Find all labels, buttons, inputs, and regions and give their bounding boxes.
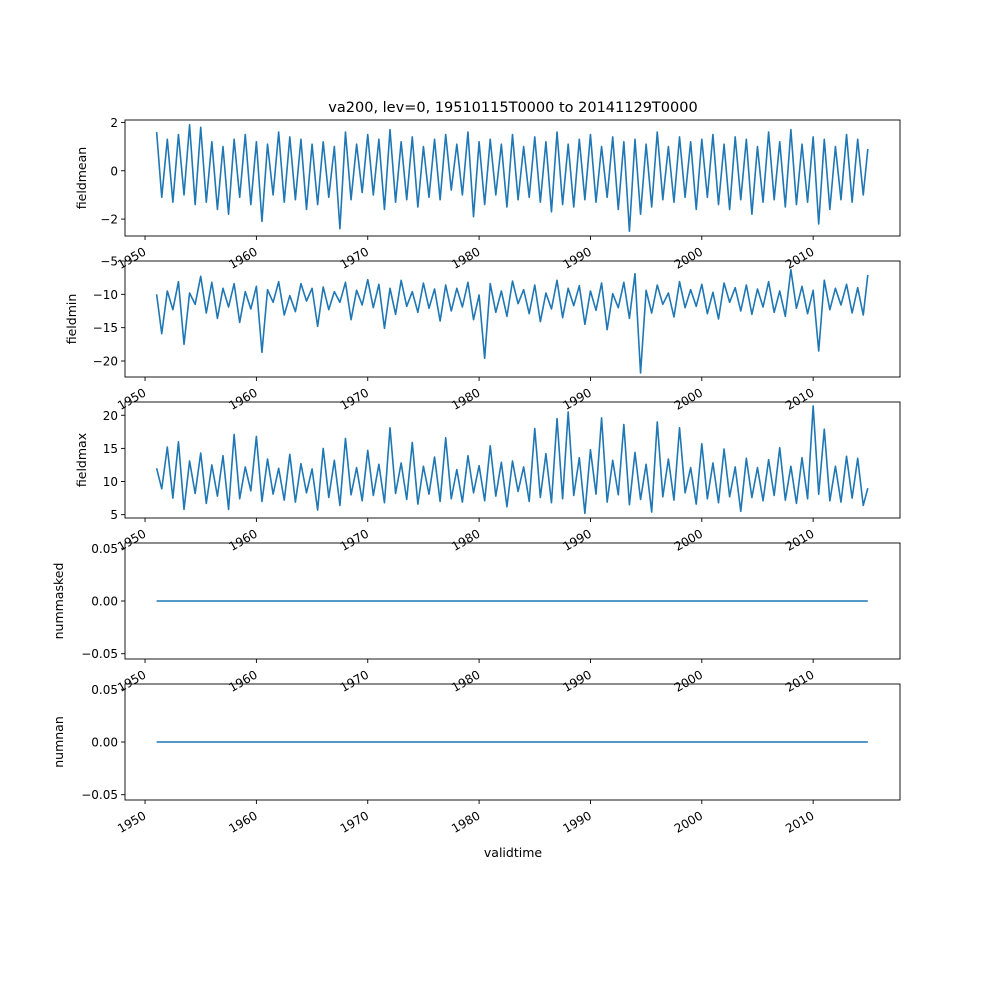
nummasked-y-tick-label: 0.05 xyxy=(91,542,118,556)
fieldmin-series-line xyxy=(155,268,869,374)
fieldmin-axes-frame xyxy=(124,260,901,378)
fieldmin-y-tick-label: −20 xyxy=(93,355,118,369)
numnan-y-axis-label: numnan xyxy=(51,716,66,768)
fieldmean-y-tick-label: −2 xyxy=(100,213,118,227)
fieldmin-y-tick-label: −10 xyxy=(93,288,118,302)
numnan-y-tick-label: 0.05 xyxy=(91,683,118,697)
fieldmean-y-tick-label: 2 xyxy=(110,116,118,130)
figure-title: va200, lev=0, 19510115T0000 to 20141129T… xyxy=(328,100,697,116)
numnan-y-tick-label: 0.00 xyxy=(91,736,118,750)
fieldmax-series-line xyxy=(155,405,869,515)
x-axis-label: validtime xyxy=(484,845,542,860)
nummasked-y-axis-label: nummasked xyxy=(51,563,66,640)
fieldmax-y-tick-label: 10 xyxy=(103,475,118,489)
nummasked-y-tick-label: 0.00 xyxy=(91,595,118,609)
fieldmean-series-line xyxy=(155,124,869,232)
numnan-y-tick-label: −0.05 xyxy=(81,788,118,802)
fieldmax-axes-frame xyxy=(124,401,901,519)
fieldmin-y-tick-label: −5 xyxy=(100,255,118,269)
fieldmean-y-tick-label: 0 xyxy=(110,164,118,178)
fieldmin-y-axis-label: fieldmin xyxy=(64,294,79,345)
fieldmax-y-tick-label: 5 xyxy=(110,508,118,522)
fieldmax-y-axis-label: fieldmax xyxy=(74,433,89,487)
fieldmax-y-tick-label: 15 xyxy=(103,442,118,456)
fieldmean-axes-frame xyxy=(124,119,901,237)
nummasked-y-tick-label: −0.05 xyxy=(81,647,118,661)
fieldmin-y-tick-label: −15 xyxy=(93,321,118,335)
fieldmax-y-tick-label: 20 xyxy=(103,409,118,423)
fieldmean-y-axis-label: fieldmean xyxy=(74,147,89,209)
